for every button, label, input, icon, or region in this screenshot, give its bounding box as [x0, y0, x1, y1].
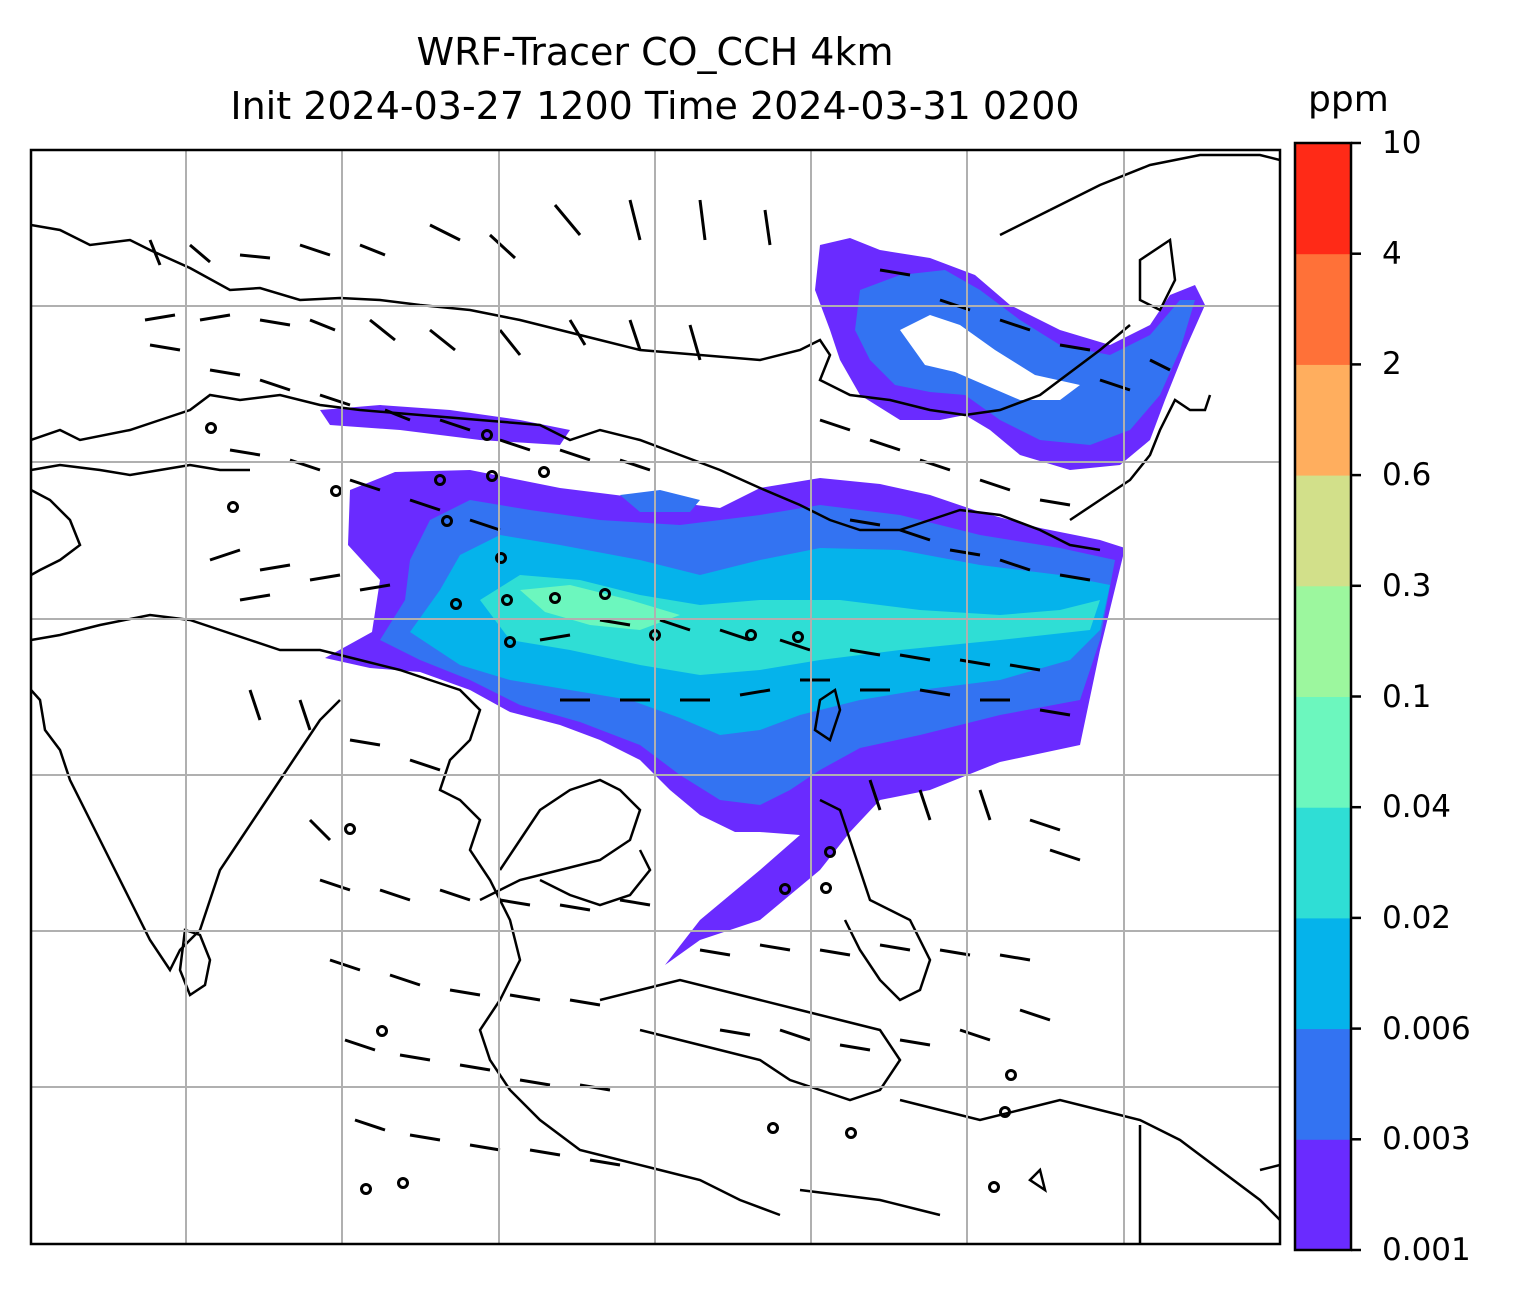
colorbar-band	[1295, 917, 1351, 1030]
colorbar-tick-label: 2	[1382, 346, 1402, 383]
colorbar-band	[1295, 1139, 1351, 1251]
wind-barbs	[144, 199, 1171, 1167]
colorbar-tick-label: 10	[1382, 125, 1422, 161]
colorbar-tick-label: 0.001	[1382, 1232, 1471, 1268]
gridlines	[31, 150, 1280, 1244]
colorbar-tick-label: 0.3	[1382, 567, 1432, 604]
colorbar-unit: ppm	[1308, 79, 1389, 120]
map-frame	[29, 148, 1282, 1246]
calm-wind-markers	[205, 422, 1017, 1195]
colorbar-band	[1295, 585, 1351, 697]
colorbar-tick-label: 0.003	[1382, 1121, 1471, 1158]
chart-subtitle: Init 2024-03-27 1200 Time 2024-03-31 020…	[230, 84, 1080, 128]
chart-title: WRF-Tracer CO_CCH 4km	[416, 30, 894, 74]
colorbar-band	[1295, 1028, 1351, 1140]
colorbar-tick-label: 0.006	[1382, 1010, 1471, 1047]
colorbar-tick-label: 0.02	[1382, 899, 1452, 936]
colorbar-band	[1295, 475, 1351, 587]
colorbar-tick-label: 0.04	[1382, 789, 1452, 826]
colorbar-tick-label: 0.1	[1382, 678, 1432, 715]
colorbar-tick-label: 0.6	[1382, 457, 1432, 494]
colorbar-band	[1295, 696, 1351, 808]
colorbar-tick-label: 4	[1382, 235, 1402, 272]
colorbar-band	[1295, 253, 1351, 365]
colorbar-band	[1295, 364, 1351, 476]
colorbar-band	[1295, 807, 1351, 919]
colorbar-band	[1295, 143, 1351, 255]
tracer-plume	[320, 238, 1205, 965]
